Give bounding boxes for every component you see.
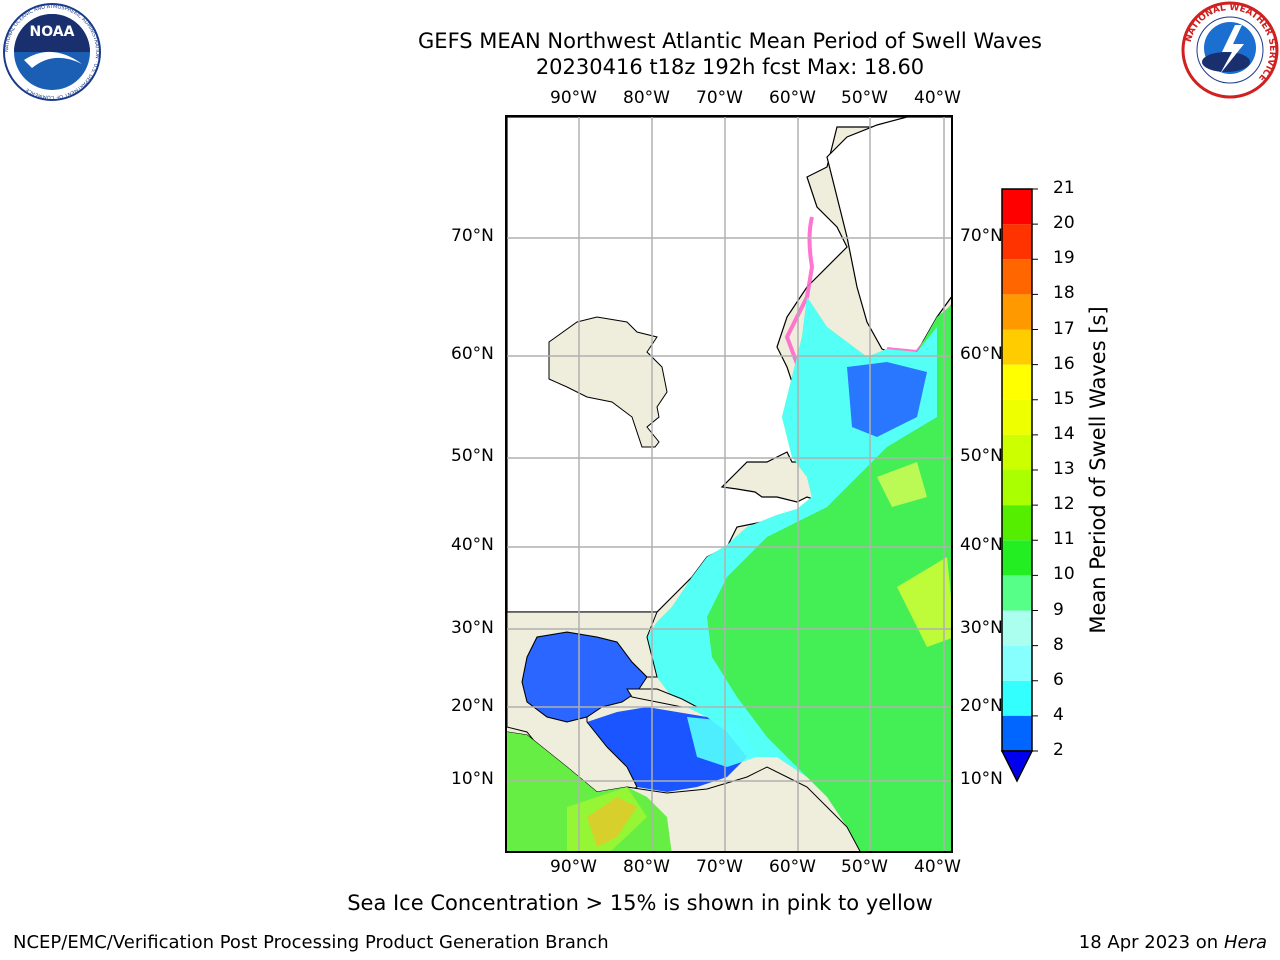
colorbar-tick-label: 6 (1053, 669, 1064, 690)
colorbar-tick-label: 13 (1053, 459, 1075, 479)
colorbar-segment (1002, 505, 1032, 541)
lon-label-bottom-3: 70°W (696, 857, 743, 877)
colorbar-tick-label: 11 (1053, 529, 1075, 550)
colorbar-tick-label: 21 (1053, 178, 1075, 198)
colorbar-segment (1002, 540, 1032, 576)
colorbar-segment (1002, 715, 1032, 751)
footer-date-text: 18 Apr 2023 on (1078, 932, 1224, 953)
lon-label-top-5: 50°W (841, 88, 888, 108)
colorbar-segment (1002, 224, 1032, 260)
lon-label-top-1: 90°W (550, 88, 597, 108)
colorbar-tick-label: 16 (1053, 353, 1075, 374)
lon-label-bottom-6: 40°W (914, 857, 961, 877)
lat-label-right-60: 60°N (960, 344, 1003, 364)
colorbar-segment (1002, 294, 1032, 330)
lon-label-bottom-2: 80°W (623, 857, 670, 877)
colorbar-tick-label: 2 (1053, 740, 1064, 760)
colorbar-segment (1002, 189, 1032, 225)
map-panel (505, 115, 953, 853)
colorbar-segment (1002, 329, 1032, 365)
noaa-logo: NOAA NATIONAL OCEANIC AND ATMOSPHERIC AD… (2, 2, 102, 102)
colorbar-segment (1002, 645, 1032, 681)
colorbar-segment (1002, 364, 1032, 400)
footer-branch: NCEP/EMC/Verification Post Processing Pr… (13, 932, 609, 953)
graticule (507, 117, 951, 851)
lat-label-right-40: 40°N (960, 535, 1003, 555)
colorbar-segment (1002, 399, 1032, 435)
noaa-logo-text: NOAA (30, 24, 75, 40)
map-canvas (507, 117, 951, 851)
pacific-orange (587, 797, 637, 847)
colorbar (1000, 187, 1040, 787)
yellow-patch (897, 557, 951, 647)
pacific-green (507, 732, 672, 851)
map-subtitle: 20230416 t18z 192h fcst Max: 18.60 (535, 55, 925, 79)
lat-label-left-30: 30°N (451, 618, 494, 638)
lat-label-left-70: 70°N (451, 226, 494, 246)
colorbar-segment (1002, 434, 1032, 470)
sea-ice-note: Sea Ice Concentration > 15% is shown in … (347, 891, 933, 915)
colorbar-tick-label: 4 (1053, 704, 1064, 725)
blue-labrador (847, 362, 927, 437)
colorbar-tick-label: 17 (1053, 318, 1075, 339)
lat-label-left-50: 50°N (451, 446, 494, 466)
colorbar-segment (1002, 575, 1032, 611)
lat-label-left-40: 40°N (451, 535, 494, 555)
colorbar-tick-label: 14 (1053, 423, 1075, 444)
lon-label-top-2: 80°W (623, 88, 670, 108)
colorbar-tick-label: 8 (1053, 634, 1064, 655)
map-title: GEFS MEAN Northwest Atlantic Mean Period… (418, 29, 1042, 53)
lon-label-top-3: 70°W (696, 88, 743, 108)
colorbar-under-arrow (1000, 750, 1034, 783)
pacific-yellow (567, 787, 647, 851)
colorbar-tick-label: 12 (1053, 494, 1075, 515)
colorbar-segment (1002, 470, 1032, 506)
colorbar-tick-label: 10 (1053, 564, 1075, 585)
colorbar-tick-label: 18 (1053, 283, 1075, 304)
colorbar-tick-label: 9 (1053, 599, 1064, 620)
lat-label-right-20: 20°N (960, 696, 1003, 716)
lon-label-bottom-1: 90°W (550, 857, 597, 877)
lon-label-top-4: 60°W (769, 88, 816, 108)
lat-label-right-30: 30°N (960, 618, 1003, 638)
canada-landmass (507, 117, 951, 613)
lat-label-left-20: 20°N (451, 696, 494, 716)
yellow-patch-2 (877, 462, 927, 507)
lon-label-top-6: 40°W (914, 88, 961, 108)
greenland (826, 117, 951, 358)
nws-logo: NATIONAL WEATHER SERVICE (1180, 0, 1280, 100)
colorbar-tick-label: 19 (1053, 248, 1075, 269)
colorbar-segment (1002, 610, 1032, 646)
lat-label-right-50: 50°N (960, 446, 1003, 466)
lat-label-right-70: 70°N (960, 226, 1003, 246)
lon-label-bottom-4: 60°W (769, 857, 816, 877)
footer-host: Hera (1223, 932, 1267, 953)
lat-label-left-60: 60°N (451, 344, 494, 364)
colorbar-label: Mean Period of Swell Waves [s] (1086, 306, 1110, 634)
colorbar-segment (1002, 680, 1032, 716)
colorbar-tick-label: 15 (1053, 388, 1075, 409)
footer-date: 18 Apr 2023 on Hera (1079, 932, 1267, 953)
colorbar-tick-label: 20 (1053, 213, 1075, 234)
lon-label-bottom-5: 50°W (841, 857, 888, 877)
caribbean-light (687, 717, 757, 767)
colorbar-segment (1002, 259, 1032, 295)
lat-label-right-10: 10°N (960, 769, 1003, 789)
lat-label-left-10: 10°N (451, 769, 494, 789)
